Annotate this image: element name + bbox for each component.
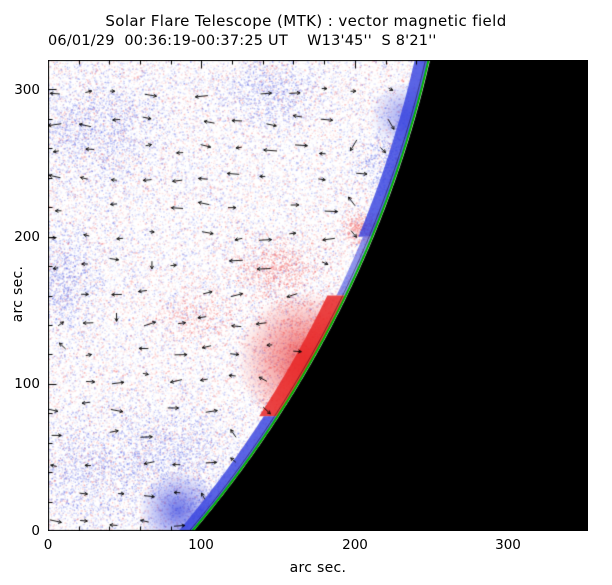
x-axis-label: arc sec.	[289, 560, 347, 576]
figure-subtitle: 06/01/29 00:36:19-00:37:25 UT W13'45'' S…	[48, 33, 437, 49]
y-axis-label: arc sec.	[10, 265, 26, 323]
x-tick-label-200: 200	[342, 537, 368, 553]
magnetogram-canvas	[48, 60, 588, 531]
x-tick-label-100: 100	[188, 537, 214, 553]
y-tick-label-300: 300	[14, 82, 40, 98]
x-tick-label-300: 300	[495, 537, 521, 553]
x-tick-label-0: 0	[43, 537, 53, 553]
figure-title: Solar Flare Telescope (MTK) : vector mag…	[105, 12, 507, 30]
y-tick-label-0: 0	[31, 523, 40, 539]
y-tick-label-100: 100	[14, 376, 40, 392]
y-tick-label-200: 200	[14, 229, 40, 245]
